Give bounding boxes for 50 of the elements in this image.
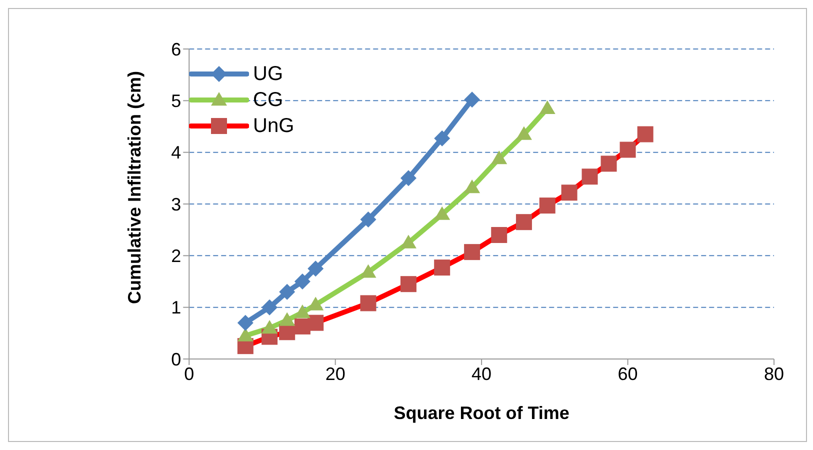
y-tick-label: 3 <box>171 194 182 214</box>
point <box>464 244 480 260</box>
y-tick-label: 5 <box>171 91 182 112</box>
point <box>262 320 278 334</box>
point <box>434 260 450 276</box>
x-tick-label: 0 <box>184 364 194 384</box>
legend-label: UG <box>253 62 283 86</box>
point <box>308 296 324 310</box>
point <box>262 299 278 316</box>
point <box>360 264 376 278</box>
point <box>434 130 450 146</box>
x-tick-label: 40 <box>472 364 492 384</box>
point <box>491 227 508 243</box>
point <box>308 314 324 331</box>
point <box>434 206 450 220</box>
y-tick-label: 2 <box>171 246 182 266</box>
point <box>400 170 416 186</box>
point <box>600 156 617 172</box>
point <box>360 295 376 312</box>
point <box>308 260 324 277</box>
point <box>360 212 376 228</box>
point <box>539 100 556 114</box>
point <box>516 214 532 230</box>
point <box>620 142 636 158</box>
point <box>237 328 254 342</box>
y-tick-label: 0 <box>171 349 182 370</box>
point <box>582 168 598 185</box>
point <box>237 314 254 331</box>
point <box>294 304 310 318</box>
point <box>400 276 416 292</box>
y-tick-label: 6 <box>171 39 182 60</box>
x-tick-label: 20 <box>325 364 346 384</box>
legend-label: UnG <box>253 114 294 138</box>
point <box>637 126 654 142</box>
y-axis-title: Cumulative Infiltration (cm) <box>124 70 145 304</box>
point <box>539 198 556 214</box>
point <box>561 184 578 201</box>
x-axis-title: Square Root of Time <box>394 403 570 423</box>
y-tick-label: 1 <box>171 298 182 318</box>
point <box>516 126 532 140</box>
point <box>464 92 480 108</box>
y-tick-label: 4 <box>171 142 182 163</box>
x-tick-label: 80 <box>764 364 784 384</box>
x-tick-label: 60 <box>618 364 638 384</box>
point <box>279 312 296 326</box>
point <box>279 284 296 300</box>
point <box>491 150 508 164</box>
point <box>464 179 480 194</box>
point <box>294 274 310 290</box>
point <box>400 234 416 248</box>
